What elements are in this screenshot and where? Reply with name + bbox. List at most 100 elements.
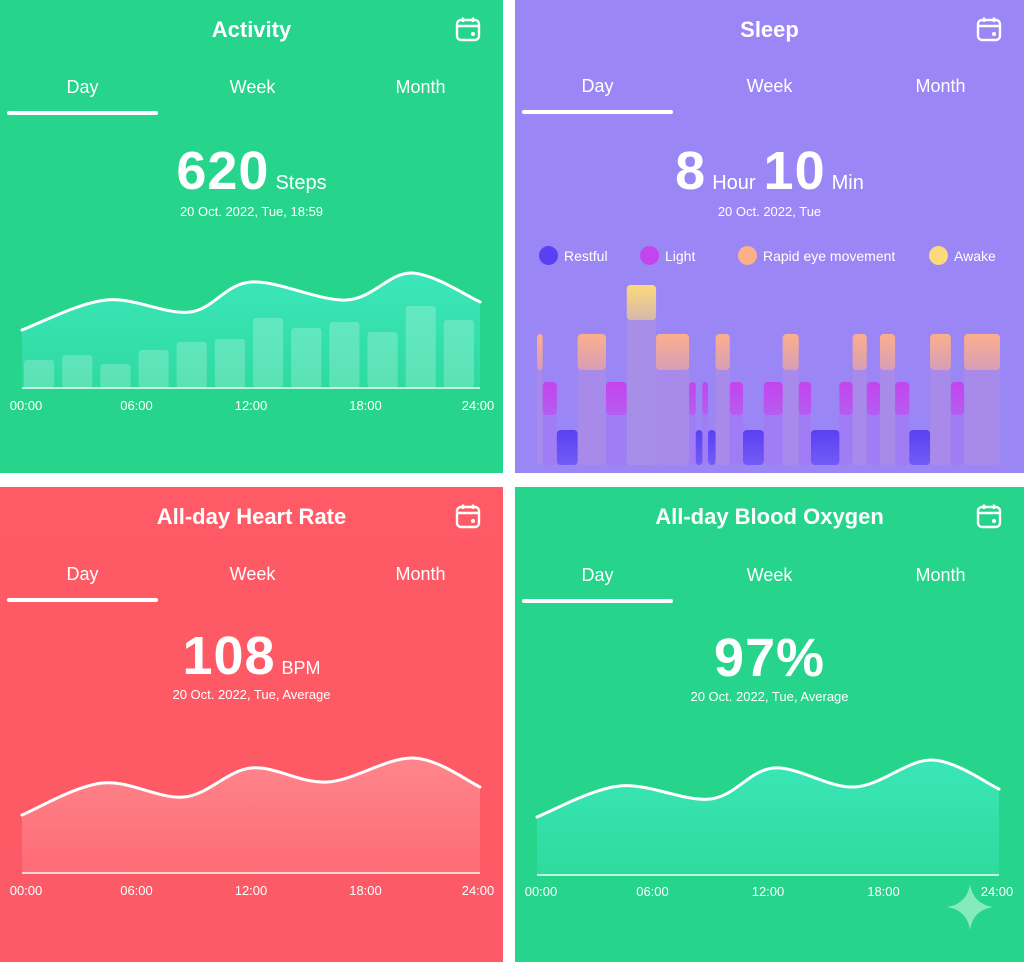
x-tick-label: 12:00 — [234, 398, 268, 413]
sleep-segment-restful — [695, 430, 703, 465]
x-tick-label: 18:00 — [867, 884, 900, 899]
sleep-segment-light — [950, 382, 965, 415]
legend-label: Awake — [954, 247, 996, 264]
tab-week[interactable]: Week — [746, 565, 793, 585]
series-line — [535, 758, 1001, 819]
sleep-segment-restful — [742, 430, 764, 465]
sleep-segment-light — [763, 382, 783, 415]
date-label: 20 Oct. 2022, Tue, Average — [690, 689, 849, 704]
legend-rem: Rapid eye movement — [738, 246, 895, 265]
blood-oxygen-chart — [535, 758, 1001, 876]
sleep-minutes: 10 — [763, 141, 826, 201]
oxygen-value: 97% — [713, 628, 826, 688]
period-tabs: Day Week Month — [7, 77, 496, 117]
x-tick-label: 06:00 — [120, 883, 153, 898]
sleep-segment-rem — [577, 334, 606, 370]
calendar-icon[interactable] — [976, 16, 1002, 42]
bar — [100, 364, 131, 388]
card-title: All-day Blood Oxygen — [655, 504, 884, 529]
light-dot — [640, 246, 659, 265]
tab-week[interactable]: Week — [746, 76, 793, 96]
legend-label: Light — [665, 247, 696, 264]
date-label: 20 Oct. 2022, Tue, Average — [172, 687, 331, 702]
activity-chart — [20, 271, 482, 389]
bpm-unit: BPM — [281, 658, 321, 678]
restful-dot — [539, 246, 558, 265]
sleep-segment-light — [729, 382, 743, 415]
area-fill — [22, 757, 480, 873]
area-fill — [537, 759, 999, 875]
tab-week[interactable]: Week — [229, 77, 276, 97]
active-tab-indicator — [522, 110, 673, 114]
x-tick-label: 18:00 — [349, 398, 382, 413]
calendar-icon[interactable] — [976, 503, 1002, 529]
period-tabs: Day Week Month — [7, 564, 496, 604]
tab-day[interactable]: Day — [581, 565, 614, 585]
heart-rate-chart — [20, 756, 482, 874]
awake-dot — [929, 246, 948, 265]
blood-oxygen-card: All-day Blood Oxygen Day Week Month 97% … — [515, 487, 1024, 962]
stage-column — [626, 285, 657, 465]
sleep-segment-restful — [708, 430, 716, 465]
series-line — [20, 756, 482, 817]
rem-dot — [738, 246, 757, 265]
tab-week[interactable]: Week — [229, 564, 276, 584]
x-tick-label: 12:00 — [751, 884, 785, 899]
legend-light: Light — [640, 246, 695, 265]
calendar-icon[interactable] — [455, 503, 481, 529]
tab-day[interactable]: Day — [66, 77, 99, 97]
sleep-chart — [537, 285, 1000, 465]
legend-label: Rapid eye movement — [763, 247, 896, 264]
steps-value: 620 — [176, 141, 270, 201]
period-tabs: Day Week Month — [522, 76, 1017, 116]
sleep-segment-rem — [964, 334, 1000, 370]
tab-month[interactable]: Month — [915, 565, 966, 585]
bar — [253, 318, 284, 388]
sleep-segment-light — [895, 382, 910, 415]
area-fill — [22, 272, 480, 388]
bar — [405, 306, 436, 388]
sleep-segment-rem — [656, 334, 690, 370]
hour-unit: Hour — [712, 172, 756, 194]
legend-label: Restful — [564, 247, 608, 264]
x-tick-label: 06:00 — [636, 884, 669, 899]
active-tab-indicator — [7, 111, 158, 115]
legend-awake: Awake — [929, 246, 996, 265]
sleep-segment-awake — [626, 285, 657, 320]
card-title: Sleep — [740, 17, 799, 42]
x-tick-label: 24:00 — [461, 883, 495, 898]
tab-month[interactable]: Month — [915, 76, 966, 96]
sleep-hours: 8 — [675, 141, 707, 201]
bar — [214, 339, 245, 388]
sleep-segment-rem — [930, 334, 951, 370]
bar — [291, 328, 322, 388]
bar — [176, 342, 207, 388]
tab-day[interactable]: Day — [581, 76, 614, 96]
sleep-segment-light — [839, 382, 853, 415]
card-title: Activity — [211, 17, 292, 42]
tab-month[interactable]: Month — [395, 77, 446, 97]
sleep-segment-rem — [715, 334, 730, 370]
sparkle-icon — [947, 884, 993, 930]
bar — [24, 360, 55, 388]
min-unit: Min — [831, 172, 864, 194]
bar — [329, 322, 360, 388]
x-tick-label: 00:00 — [524, 884, 558, 899]
sleep-segment-rem — [537, 334, 543, 370]
sleep-segment-light — [605, 382, 627, 415]
date-label: 20 Oct. 2022, Tue, 18:59 — [179, 204, 324, 219]
x-tick-label: 24:00 — [980, 884, 1014, 899]
tab-day[interactable]: Day — [66, 564, 99, 584]
sleep-segment-light — [798, 382, 812, 415]
x-tick-label: 00:00 — [9, 398, 43, 413]
bar — [138, 350, 169, 388]
calendar-icon[interactable] — [455, 16, 481, 42]
x-tick-label: 00:00 — [9, 883, 43, 898]
series-line — [20, 271, 482, 332]
sleep-card: Sleep Day Week Month 8 Hour 10 Min 20 Oct. … — [515, 0, 1024, 473]
sleep-segment-light — [689, 382, 696, 415]
bar — [367, 332, 398, 388]
tab-month[interactable]: Month — [395, 564, 446, 584]
sleep-segment-light — [542, 382, 557, 415]
x-tick-label: 18:00 — [349, 883, 382, 898]
